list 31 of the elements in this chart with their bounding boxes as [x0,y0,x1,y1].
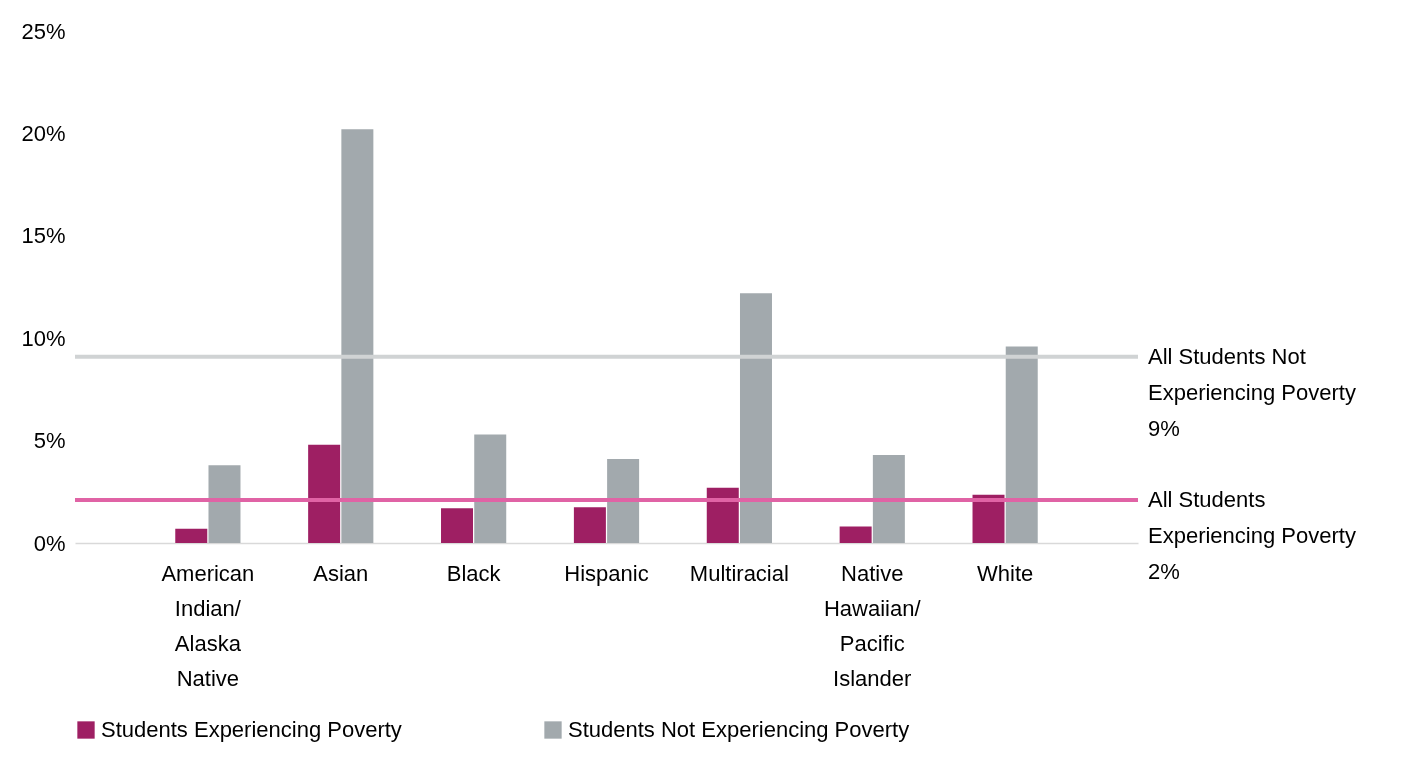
x-tick-label: Native Hawaiian/ Pacific Islander [823,560,922,691]
y-tick-label: 25% [21,18,66,44]
bar [341,129,374,543]
x-tick-label: Hispanic [564,560,649,586]
y-tick-label: 0% [33,530,66,556]
bar [872,454,905,543]
ref-line-label: All Students Experiencing Poverty 2% [1148,486,1356,584]
ref-line-label: All Students Not Experiencing Poverty 9% [1148,343,1356,441]
bar [441,508,474,543]
bar [1005,346,1038,543]
legend-label: Students Not Experiencing Poverty [568,717,910,742]
bar [175,528,208,543]
x-tick-label: Multiracial [689,560,789,586]
x-tick-label: Asian [313,560,369,586]
bar [706,487,739,543]
y-tick-label: 5% [33,428,66,454]
bar [739,293,772,543]
bar [972,494,1005,543]
bar [573,507,606,543]
x-tick-label: American Indian/ Alaska Native [161,560,255,691]
bar [474,434,507,543]
y-tick-label: 10% [21,325,66,351]
x-tick-label: Black [446,560,502,586]
y-tick-label: 15% [21,223,66,249]
legend-label: Students Experiencing Poverty [101,717,402,742]
bar [607,459,640,543]
bar [208,465,241,543]
bar [308,444,341,543]
y-tick-label: 20% [21,120,66,146]
x-tick-label: White [977,560,1034,586]
bar [839,526,872,543]
